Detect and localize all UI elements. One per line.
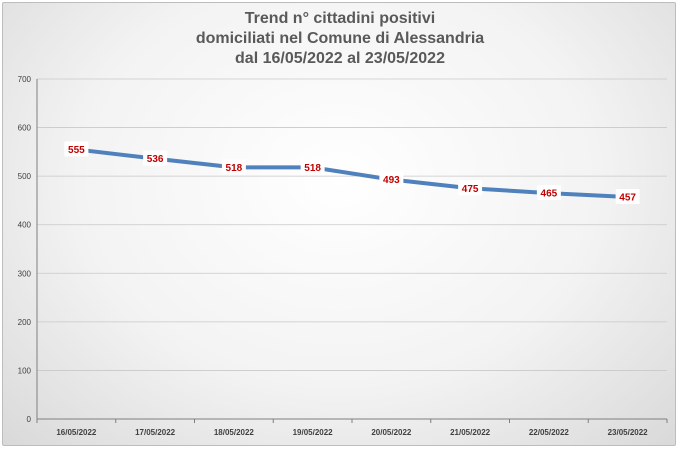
data-label: 536 xyxy=(147,154,164,165)
chart-frame: Trend n° cittadini positivi domiciliati … xyxy=(2,2,676,446)
series-line xyxy=(74,147,630,200)
data-label: 475 xyxy=(462,184,479,195)
data-label-bg xyxy=(379,171,404,187)
data-label: 555 xyxy=(68,145,85,156)
data-label-bg xyxy=(143,150,168,166)
line-chart: 0 100 200 300 400 500 600 700 16/05/2022 17/05/20… xyxy=(18,75,668,437)
x-tick-label: 19/05/2022 xyxy=(293,428,334,437)
data-label: 457 xyxy=(619,193,636,204)
x-tick-label: 18/05/2022 xyxy=(214,428,255,437)
y-tick-label: 0 xyxy=(27,415,32,424)
data-label: 518 xyxy=(304,163,321,174)
y-tick-label: 200 xyxy=(18,318,32,327)
x-tick-label: 23/05/2022 xyxy=(608,428,649,437)
x-tick-label: 20/05/2022 xyxy=(371,428,412,437)
data-label-bg xyxy=(64,141,89,157)
data-label-bg xyxy=(458,180,483,196)
data-label-bg xyxy=(615,189,640,205)
chart-title-line-1: Trend n° cittadini positivi xyxy=(244,10,436,27)
x-tick-label: 21/05/2022 xyxy=(450,428,491,437)
data-label: 465 xyxy=(541,189,558,200)
chart-title-line-2: domiciliati nel Comune di Alessandria xyxy=(195,30,485,47)
y-tick-label: 500 xyxy=(18,172,32,181)
x-tick-label: 17/05/2022 xyxy=(135,428,176,437)
data-label-bg xyxy=(221,159,246,175)
y-tick-label: 700 xyxy=(18,75,32,84)
y-tick-label: 600 xyxy=(18,124,32,133)
y-tick-label: 300 xyxy=(18,269,32,278)
data-label-bg xyxy=(300,159,325,175)
x-tick-label: 22/05/2022 xyxy=(529,428,570,437)
chart-title: Trend n° cittadini positivi domiciliati … xyxy=(3,9,675,69)
y-tick-label: 400 xyxy=(18,221,32,230)
chart-title-line-3: dal 16/05/2022 al 23/05/2022 xyxy=(235,50,445,67)
x-tick-label: 16/05/2022 xyxy=(56,428,97,437)
data-label: 518 xyxy=(226,163,243,174)
data-label: 493 xyxy=(383,175,400,186)
y-tick-label: 100 xyxy=(18,366,32,375)
data-label-bg xyxy=(536,185,561,201)
